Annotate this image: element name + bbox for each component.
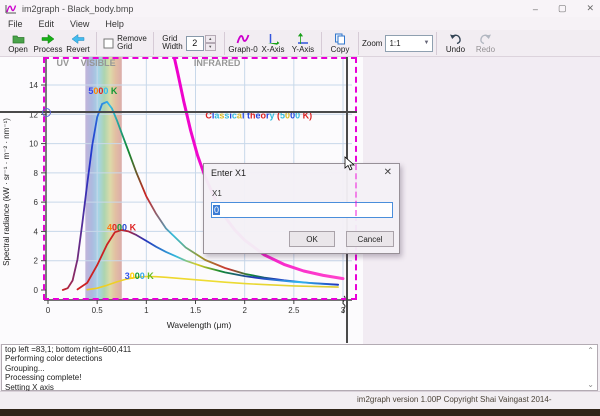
checkbox-icon bbox=[103, 38, 114, 48]
x-tick-label: 2 bbox=[242, 306, 247, 315]
spin-down-icon[interactable]: ▼ bbox=[204, 43, 216, 51]
y-tick-label: 0 bbox=[34, 286, 39, 295]
dialog-title: Enter X1 bbox=[211, 168, 247, 178]
mouse-cursor-icon bbox=[344, 156, 356, 171]
label-classical: Classical theory (5000 K) bbox=[205, 111, 312, 121]
toolbar-separator bbox=[358, 31, 359, 55]
ok-button[interactable]: OK bbox=[289, 231, 335, 247]
image-canvas[interactable]: 0 2 4 6 8 10 12 14 0 0.5 1 1.5 2 2.5 3 Wavelength (μm) S… bbox=[0, 57, 600, 344]
undo-arrow-icon bbox=[449, 34, 461, 44]
process-arrow-icon bbox=[41, 33, 55, 44]
log-line: Grouping... bbox=[5, 363, 45, 373]
grid-width-input[interactable]: 2 bbox=[185, 35, 204, 51]
x-tick-label: 1 bbox=[144, 306, 149, 315]
y-tick-label: 10 bbox=[29, 140, 38, 149]
toolbar-separator bbox=[321, 31, 322, 55]
revert-arrow-icon bbox=[71, 33, 85, 44]
x-axis-title: Wavelength (μm) bbox=[167, 320, 232, 330]
window-title: im2graph - Black_body.bmp bbox=[22, 3, 134, 14]
y-axis-button[interactable]: Y-Axis bbox=[288, 31, 318, 56]
bottom-strip bbox=[0, 409, 600, 416]
toolbar-separator bbox=[96, 31, 97, 55]
dialog-close-icon[interactable]: ✕ bbox=[383, 167, 392, 178]
open-button[interactable]: Open bbox=[3, 31, 33, 56]
x-axis-icon bbox=[267, 33, 279, 45]
scroll-up-icon[interactable]: ⌃ bbox=[587, 346, 594, 355]
x-tick-label: 0 bbox=[46, 306, 51, 315]
x1-input[interactable]: 0 bbox=[211, 202, 393, 218]
selected-text: 0 bbox=[213, 205, 221, 215]
graph-curve-icon bbox=[236, 34, 250, 43]
log-line: Setting X axis bbox=[5, 382, 54, 392]
menu-file[interactable]: File bbox=[8, 18, 23, 29]
log-panel[interactable]: top left =83,1; bottom right=600,411 Per… bbox=[1, 344, 598, 392]
undo-button[interactable]: Undo bbox=[440, 31, 470, 56]
toolbar-separator bbox=[436, 31, 438, 55]
y-axis-title: Spectral radiance (kW · sr⁻¹ · m⁻² · nm⁻… bbox=[2, 118, 11, 266]
visible-spectrum-gradient bbox=[85, 57, 122, 300]
y-tick-label: 8 bbox=[34, 169, 39, 178]
menu-help[interactable]: Help bbox=[105, 18, 124, 29]
chevron-down-icon: ▼ bbox=[423, 39, 430, 46]
remove-grid-toggle[interactable]: Remove Grid bbox=[100, 31, 150, 56]
grid-width-control: Grid Width 2 ▲ ▼ bbox=[157, 31, 221, 56]
copy-button[interactable]: Copy bbox=[325, 31, 355, 56]
open-folder-icon bbox=[12, 35, 24, 43]
series-curve-5000-k bbox=[61, 100, 339, 291]
maximize-button[interactable]: ▢ bbox=[557, 3, 567, 13]
y-axis-icon bbox=[297, 32, 308, 44]
axis-point-marker bbox=[42, 108, 51, 117]
selection-showthrough bbox=[355, 164, 357, 216]
x-tick-label: 2.5 bbox=[288, 306, 300, 315]
label-3000k: 3000 K bbox=[125, 271, 155, 281]
region-label: INFRARED bbox=[194, 58, 241, 68]
toolbar: Open Process Revert Remove Grid bbox=[0, 30, 600, 57]
x1-field-label: X1 bbox=[212, 189, 222, 198]
x-tick-label: 1.5 bbox=[190, 306, 202, 315]
grid-width-stepper[interactable]: ▲ ▼ bbox=[204, 35, 216, 51]
y-tick-label: 4 bbox=[34, 227, 39, 236]
menu-bar: File Edit View Help bbox=[0, 17, 600, 30]
zoom-control: Zoom 1:1 ▼ bbox=[362, 31, 434, 56]
minimize-button[interactable]: – bbox=[532, 3, 538, 14]
y-tick-label: 2 bbox=[34, 257, 39, 266]
log-line: top left =83,1; bottom right=600,411 bbox=[5, 345, 132, 354]
toolbar-separator bbox=[224, 31, 225, 55]
redo-arrow-icon bbox=[480, 34, 491, 44]
series-curve-4000-k bbox=[76, 229, 339, 291]
crosshair-horizontal-line bbox=[0, 111, 357, 113]
spin-up-icon[interactable]: ▲ bbox=[204, 35, 216, 43]
close-button[interactable]: ✕ bbox=[586, 3, 594, 13]
menu-edit[interactable]: Edit bbox=[38, 18, 55, 29]
region-label: UV bbox=[56, 58, 69, 68]
log-line: Performing color detections bbox=[5, 354, 103, 364]
y-tick-label: 12 bbox=[29, 110, 38, 119]
menu-view[interactable]: View bbox=[70, 18, 90, 29]
copy-pages-icon bbox=[335, 33, 345, 44]
title-bar[interactable]: im2graph - Black_body.bmp – ▢ ✕ bbox=[0, 0, 600, 17]
x-tick-label: 0.5 bbox=[92, 306, 104, 315]
redo-button[interactable]: Redo bbox=[470, 31, 500, 56]
graph0-button[interactable]: Graph-0 bbox=[228, 31, 258, 56]
status-text: im2graph version 1.00P Copyright Shai Va… bbox=[357, 395, 552, 404]
series-curve-3000-k bbox=[86, 275, 339, 291]
log-line: Processing complete! bbox=[5, 373, 82, 383]
revert-button[interactable]: Revert bbox=[63, 31, 93, 56]
y-tick-label: 6 bbox=[34, 198, 39, 207]
toolbar-separator bbox=[153, 31, 154, 55]
label-5000k: 5000 K bbox=[88, 86, 118, 96]
status-bar: im2graph version 1.00P Copyright Shai Va… bbox=[0, 391, 600, 410]
region-label: VISIBLE bbox=[81, 58, 116, 68]
x-axis-button[interactable]: X-Axis bbox=[258, 31, 288, 56]
label-4000k: 4000 K bbox=[107, 223, 137, 233]
zoom-select[interactable]: 1:1 ▼ bbox=[385, 34, 434, 52]
scroll-down-icon[interactable]: ⌄ bbox=[587, 380, 594, 389]
cancel-button[interactable]: Cancel bbox=[346, 231, 394, 247]
process-button[interactable]: Process bbox=[33, 31, 63, 56]
enter-x1-dialog: Enter X1 ✕ X1 0 OK Cancel bbox=[203, 163, 400, 254]
app-icon bbox=[5, 4, 17, 13]
y-tick-label: 14 bbox=[29, 81, 38, 90]
